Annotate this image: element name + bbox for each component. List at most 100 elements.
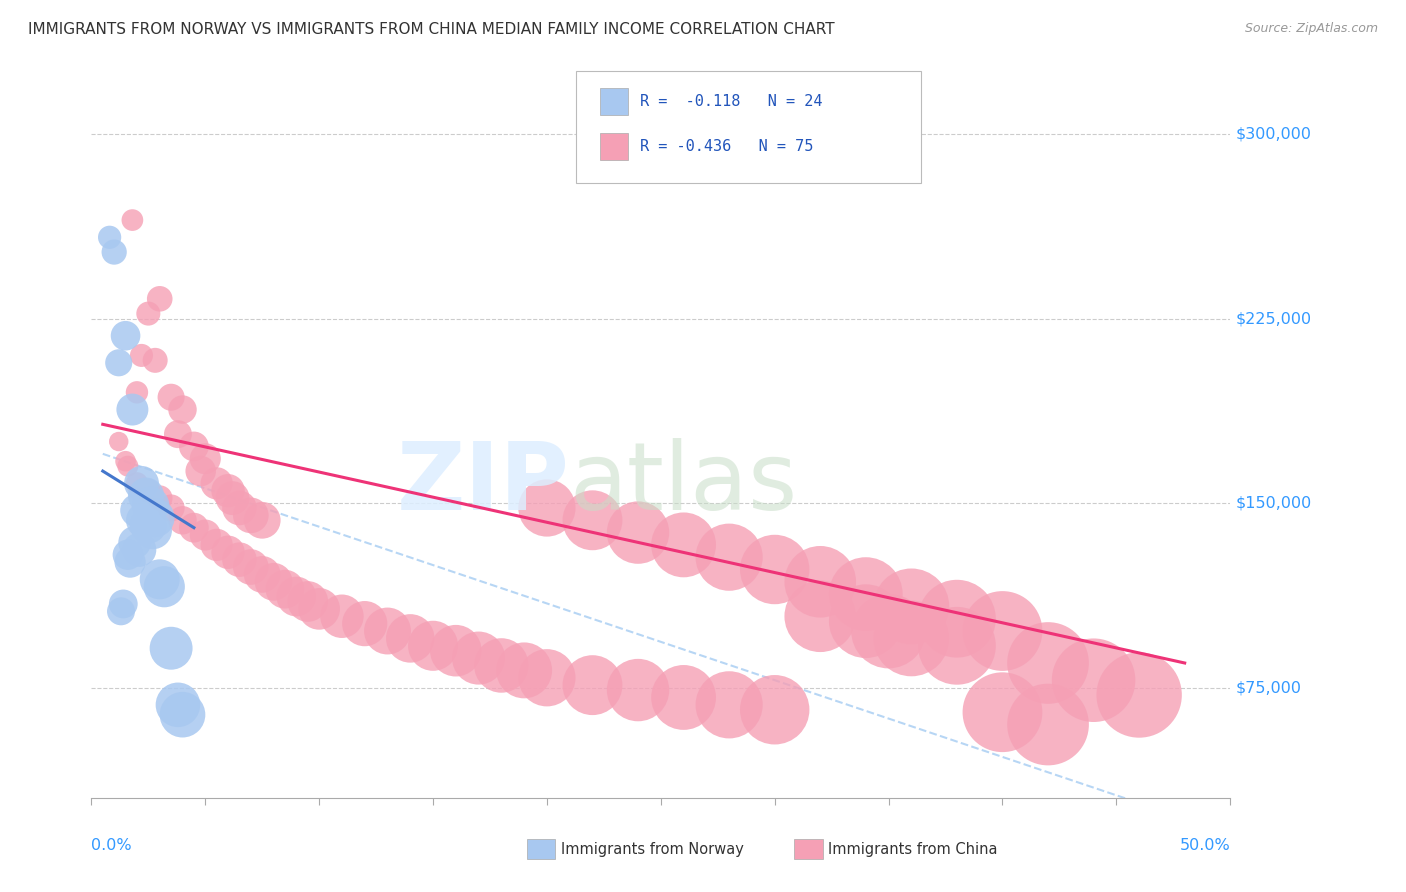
Point xyxy=(138,483,160,498)
Point xyxy=(120,555,142,569)
Point xyxy=(205,538,228,552)
Point xyxy=(991,705,1014,719)
Point xyxy=(855,614,877,628)
Point xyxy=(672,538,695,552)
Point xyxy=(1036,717,1059,731)
Point xyxy=(143,511,166,525)
Point xyxy=(131,476,153,491)
Point xyxy=(672,690,695,705)
Text: $225,000: $225,000 xyxy=(1236,311,1312,326)
Point xyxy=(205,476,228,491)
Point xyxy=(167,698,190,712)
Point xyxy=(183,521,205,535)
Point xyxy=(399,632,422,646)
Point xyxy=(125,385,148,400)
Text: $150,000: $150,000 xyxy=(1236,496,1312,510)
Text: 0.0%: 0.0% xyxy=(91,838,132,853)
Point xyxy=(138,307,160,321)
Point xyxy=(160,500,183,515)
Point xyxy=(183,440,205,454)
Point xyxy=(627,525,650,540)
Point xyxy=(377,624,399,638)
Point xyxy=(103,245,125,260)
Point xyxy=(124,535,146,549)
Point xyxy=(125,503,148,517)
Point xyxy=(353,616,375,631)
Point xyxy=(855,587,877,601)
Point xyxy=(143,353,166,368)
Point xyxy=(718,698,741,712)
Point xyxy=(217,483,239,498)
Point xyxy=(139,499,162,513)
Point xyxy=(138,518,160,533)
Text: R = -0.436   N = 75: R = -0.436 N = 75 xyxy=(640,139,813,154)
Point xyxy=(149,491,172,505)
Text: ZIP: ZIP xyxy=(396,438,569,531)
Point xyxy=(239,560,262,574)
Point xyxy=(330,609,353,624)
Point xyxy=(808,609,831,624)
Point xyxy=(114,328,136,343)
Point xyxy=(160,641,183,656)
Point xyxy=(98,230,121,244)
Point xyxy=(308,602,330,616)
Point xyxy=(991,624,1014,638)
Point xyxy=(153,580,176,594)
Text: IMMIGRANTS FROM NORWAY VS IMMIGRANTS FROM CHINA MEDIAN FAMILY INCOME CORRELATION: IMMIGRANTS FROM NORWAY VS IMMIGRANTS FRO… xyxy=(28,22,835,37)
Point xyxy=(121,213,143,227)
Text: R =  -0.118   N = 24: R = -0.118 N = 24 xyxy=(640,94,823,109)
Point xyxy=(114,454,136,468)
Point xyxy=(263,574,285,589)
Text: Immigrants from China: Immigrants from China xyxy=(828,842,998,856)
Point xyxy=(172,513,194,527)
Point xyxy=(142,523,165,537)
Point xyxy=(444,643,467,657)
Point xyxy=(274,582,297,597)
Point xyxy=(172,402,194,417)
Point xyxy=(1128,688,1150,702)
Point xyxy=(112,597,135,611)
Point xyxy=(149,292,172,306)
Point xyxy=(718,550,741,565)
Text: Immigrants from Norway: Immigrants from Norway xyxy=(561,842,744,856)
Point xyxy=(117,548,139,562)
Point xyxy=(250,513,273,527)
Text: Source: ZipAtlas.com: Source: ZipAtlas.com xyxy=(1244,22,1378,36)
Point xyxy=(536,500,558,515)
Point xyxy=(536,671,558,685)
Point xyxy=(194,528,217,542)
Point xyxy=(128,542,150,557)
Point xyxy=(1036,656,1059,670)
Text: atlas: atlas xyxy=(569,438,799,531)
Point xyxy=(110,604,132,618)
Point xyxy=(946,639,969,653)
Point xyxy=(250,567,273,582)
Point xyxy=(763,703,786,717)
Point xyxy=(107,356,129,370)
Point xyxy=(172,707,194,722)
Point xyxy=(422,639,444,653)
Point xyxy=(581,513,603,527)
Point xyxy=(581,678,603,692)
Point xyxy=(160,390,183,404)
Point xyxy=(190,464,212,478)
Point xyxy=(117,459,139,474)
Point xyxy=(900,632,922,646)
Point xyxy=(228,552,250,566)
Point xyxy=(491,658,513,673)
Point xyxy=(513,664,536,678)
Text: 50.0%: 50.0% xyxy=(1180,838,1230,853)
Point xyxy=(297,594,319,608)
Point xyxy=(132,513,155,527)
Point xyxy=(149,572,172,586)
Point xyxy=(125,476,148,491)
Point xyxy=(167,427,190,442)
Text: $75,000: $75,000 xyxy=(1236,680,1302,695)
Point xyxy=(194,451,217,466)
Point xyxy=(131,348,153,362)
Point xyxy=(107,434,129,449)
Point xyxy=(467,651,489,665)
Point xyxy=(763,562,786,576)
Point xyxy=(121,402,143,417)
Point xyxy=(135,489,157,503)
